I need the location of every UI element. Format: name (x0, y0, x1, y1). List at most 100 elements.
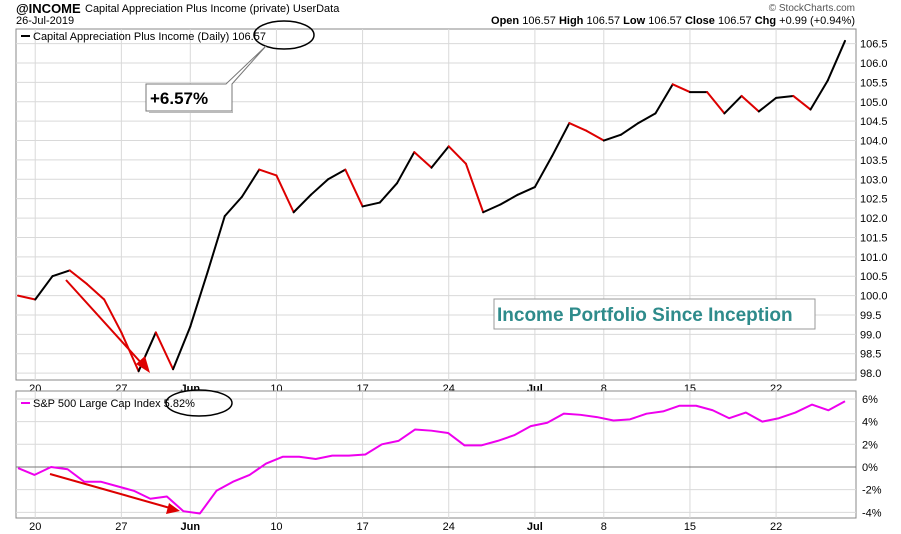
lower-decline-arrow (49, 473, 180, 514)
income-segment (568, 122, 588, 132)
main-y-tick-label: 105.0 (860, 97, 888, 109)
main-y-tick-label: 99.0 (860, 329, 881, 341)
gain-callout: +6.57% (145, 45, 267, 113)
income-segment (654, 83, 674, 115)
bottom-x-tick-label: 20 (29, 521, 41, 533)
income-segment (344, 168, 364, 208)
bottom-x-tick-label: 22 (770, 521, 782, 533)
main-y-tick-label: 104.0 (860, 136, 888, 148)
main-y-tick-label: 104.5 (860, 116, 888, 128)
close-label: Close (684, 15, 715, 27)
income-segment (68, 269, 88, 285)
symbol-name: Capital Appreciation Plus Income (privat… (85, 3, 290, 15)
main-decline-arrow (65, 279, 150, 373)
income-segment (223, 195, 243, 218)
income-segment (671, 83, 691, 94)
main-arrow-head (136, 356, 150, 373)
lower-grid (16, 391, 856, 518)
income-segment (309, 178, 330, 196)
high-value: 106.57 (586, 15, 621, 27)
main-legend: Capital Appreciation Plus Income (Daily)… (21, 31, 266, 43)
income-segment (17, 294, 37, 301)
bottom-x-tick-label: Jun (181, 521, 201, 533)
income-segment (620, 122, 640, 136)
lower-legend: S&P 500 Large Cap Index 5.82% (21, 398, 195, 410)
income-segment (378, 182, 399, 204)
lower-y-axis: -4% -2% 0% 2% 4% 6% (862, 394, 882, 519)
main-y-tick-label: 105.5 (860, 77, 888, 89)
open-value: 106.57 (522, 15, 556, 27)
main-y-tick-label: 98.5 (860, 349, 881, 361)
main-y-tick-label: 98.0 (860, 368, 881, 380)
low-value: 106.57 (648, 15, 682, 27)
chg-label: Chg (754, 15, 777, 27)
lower-arrow-head (166, 503, 180, 514)
symbol-description: Capital Appreciation Plus Income (privat… (85, 3, 339, 15)
income-segment (34, 275, 54, 301)
income-segment (240, 168, 261, 198)
main-y-tick-label: 99.5 (860, 310, 881, 322)
income-segment (602, 133, 623, 142)
lower-legend-value-circle (165, 389, 233, 417)
low-label: Low (623, 15, 646, 27)
income-segment (51, 269, 71, 278)
callout-text: +6.57% (150, 89, 208, 108)
bottom-x-tick-label: Jul (527, 521, 543, 533)
open-label: Open (491, 15, 520, 27)
bottom-x-tick-label: 8 (601, 521, 607, 533)
income-segment (464, 162, 485, 214)
income-segment (775, 94, 795, 99)
bottom-x-tick-label: 10 (270, 521, 282, 533)
income-segment (292, 193, 312, 214)
ohlc-readout: Open 106.57 High 106.57 Low 106.57 Close… (491, 15, 855, 27)
income-segment (723, 94, 743, 115)
lower-y-tick-label: 4% (862, 417, 878, 429)
income-segment (585, 129, 605, 142)
close-value: 106.57 (717, 15, 752, 27)
income-segment (172, 325, 192, 371)
main-y-tick-label: 102.0 (860, 213, 888, 225)
title-box-text: Income Portfolio Since Inception (497, 305, 793, 326)
main-arrow-shaft (65, 279, 145, 367)
legend-value-circle (253, 20, 315, 50)
main-y-tick-label: 106.5 (860, 39, 888, 51)
income-segment (706, 91, 726, 115)
income-segment (154, 331, 175, 371)
income-segment (637, 112, 657, 125)
income-segment (499, 193, 519, 206)
bottom-x-axis: 20 27 Jun 10 17 24 Jul 8 15 22 (29, 521, 782, 533)
income-segment (361, 201, 381, 208)
income-segment (206, 215, 226, 274)
income-segment (826, 39, 846, 82)
data-source: UserData (292, 3, 340, 15)
main-y-tick-label: 100.0 (860, 291, 888, 303)
main-y-tick-label: 103.5 (860, 155, 888, 167)
sp500-line (17, 400, 846, 515)
income-segment (533, 155, 554, 189)
income-segment (85, 282, 106, 301)
bottom-x-tick-label: 24 (443, 521, 455, 533)
title-box-frame (493, 298, 816, 330)
bottom-x-tick-label: 27 (115, 521, 127, 533)
income-series (17, 39, 846, 373)
main-y-tick-label: 100.5 (860, 271, 888, 283)
lower-y-tick-label: -2% (862, 485, 882, 497)
income-segment (430, 145, 450, 169)
lower-y-tick-label: 0% (862, 462, 878, 474)
main-legend-label: Capital Appreciation Plus Income (Daily)… (33, 31, 266, 43)
income-segment (551, 122, 571, 158)
title-box: Income Portfolio Since Inception (493, 298, 816, 330)
lower-y-tick-label: 2% (862, 439, 878, 451)
income-segment (258, 168, 278, 177)
income-segment (327, 168, 347, 181)
income-segment (396, 151, 416, 185)
income-segment (413, 151, 433, 169)
watermark: © StockCharts.com (768, 3, 855, 14)
chart-header: @INCOME Capital Appreciation Plus Income… (0, 0, 901, 28)
bottom-x-tick-label: 17 (356, 521, 368, 533)
main-x-tick-label: 8 (601, 383, 607, 395)
main-y-tick-label: 106.0 (860, 58, 888, 70)
income-segment (103, 298, 123, 334)
bottom-x-tick-label: 15 (684, 521, 696, 533)
main-y-tick-label: 101.0 (860, 252, 888, 264)
